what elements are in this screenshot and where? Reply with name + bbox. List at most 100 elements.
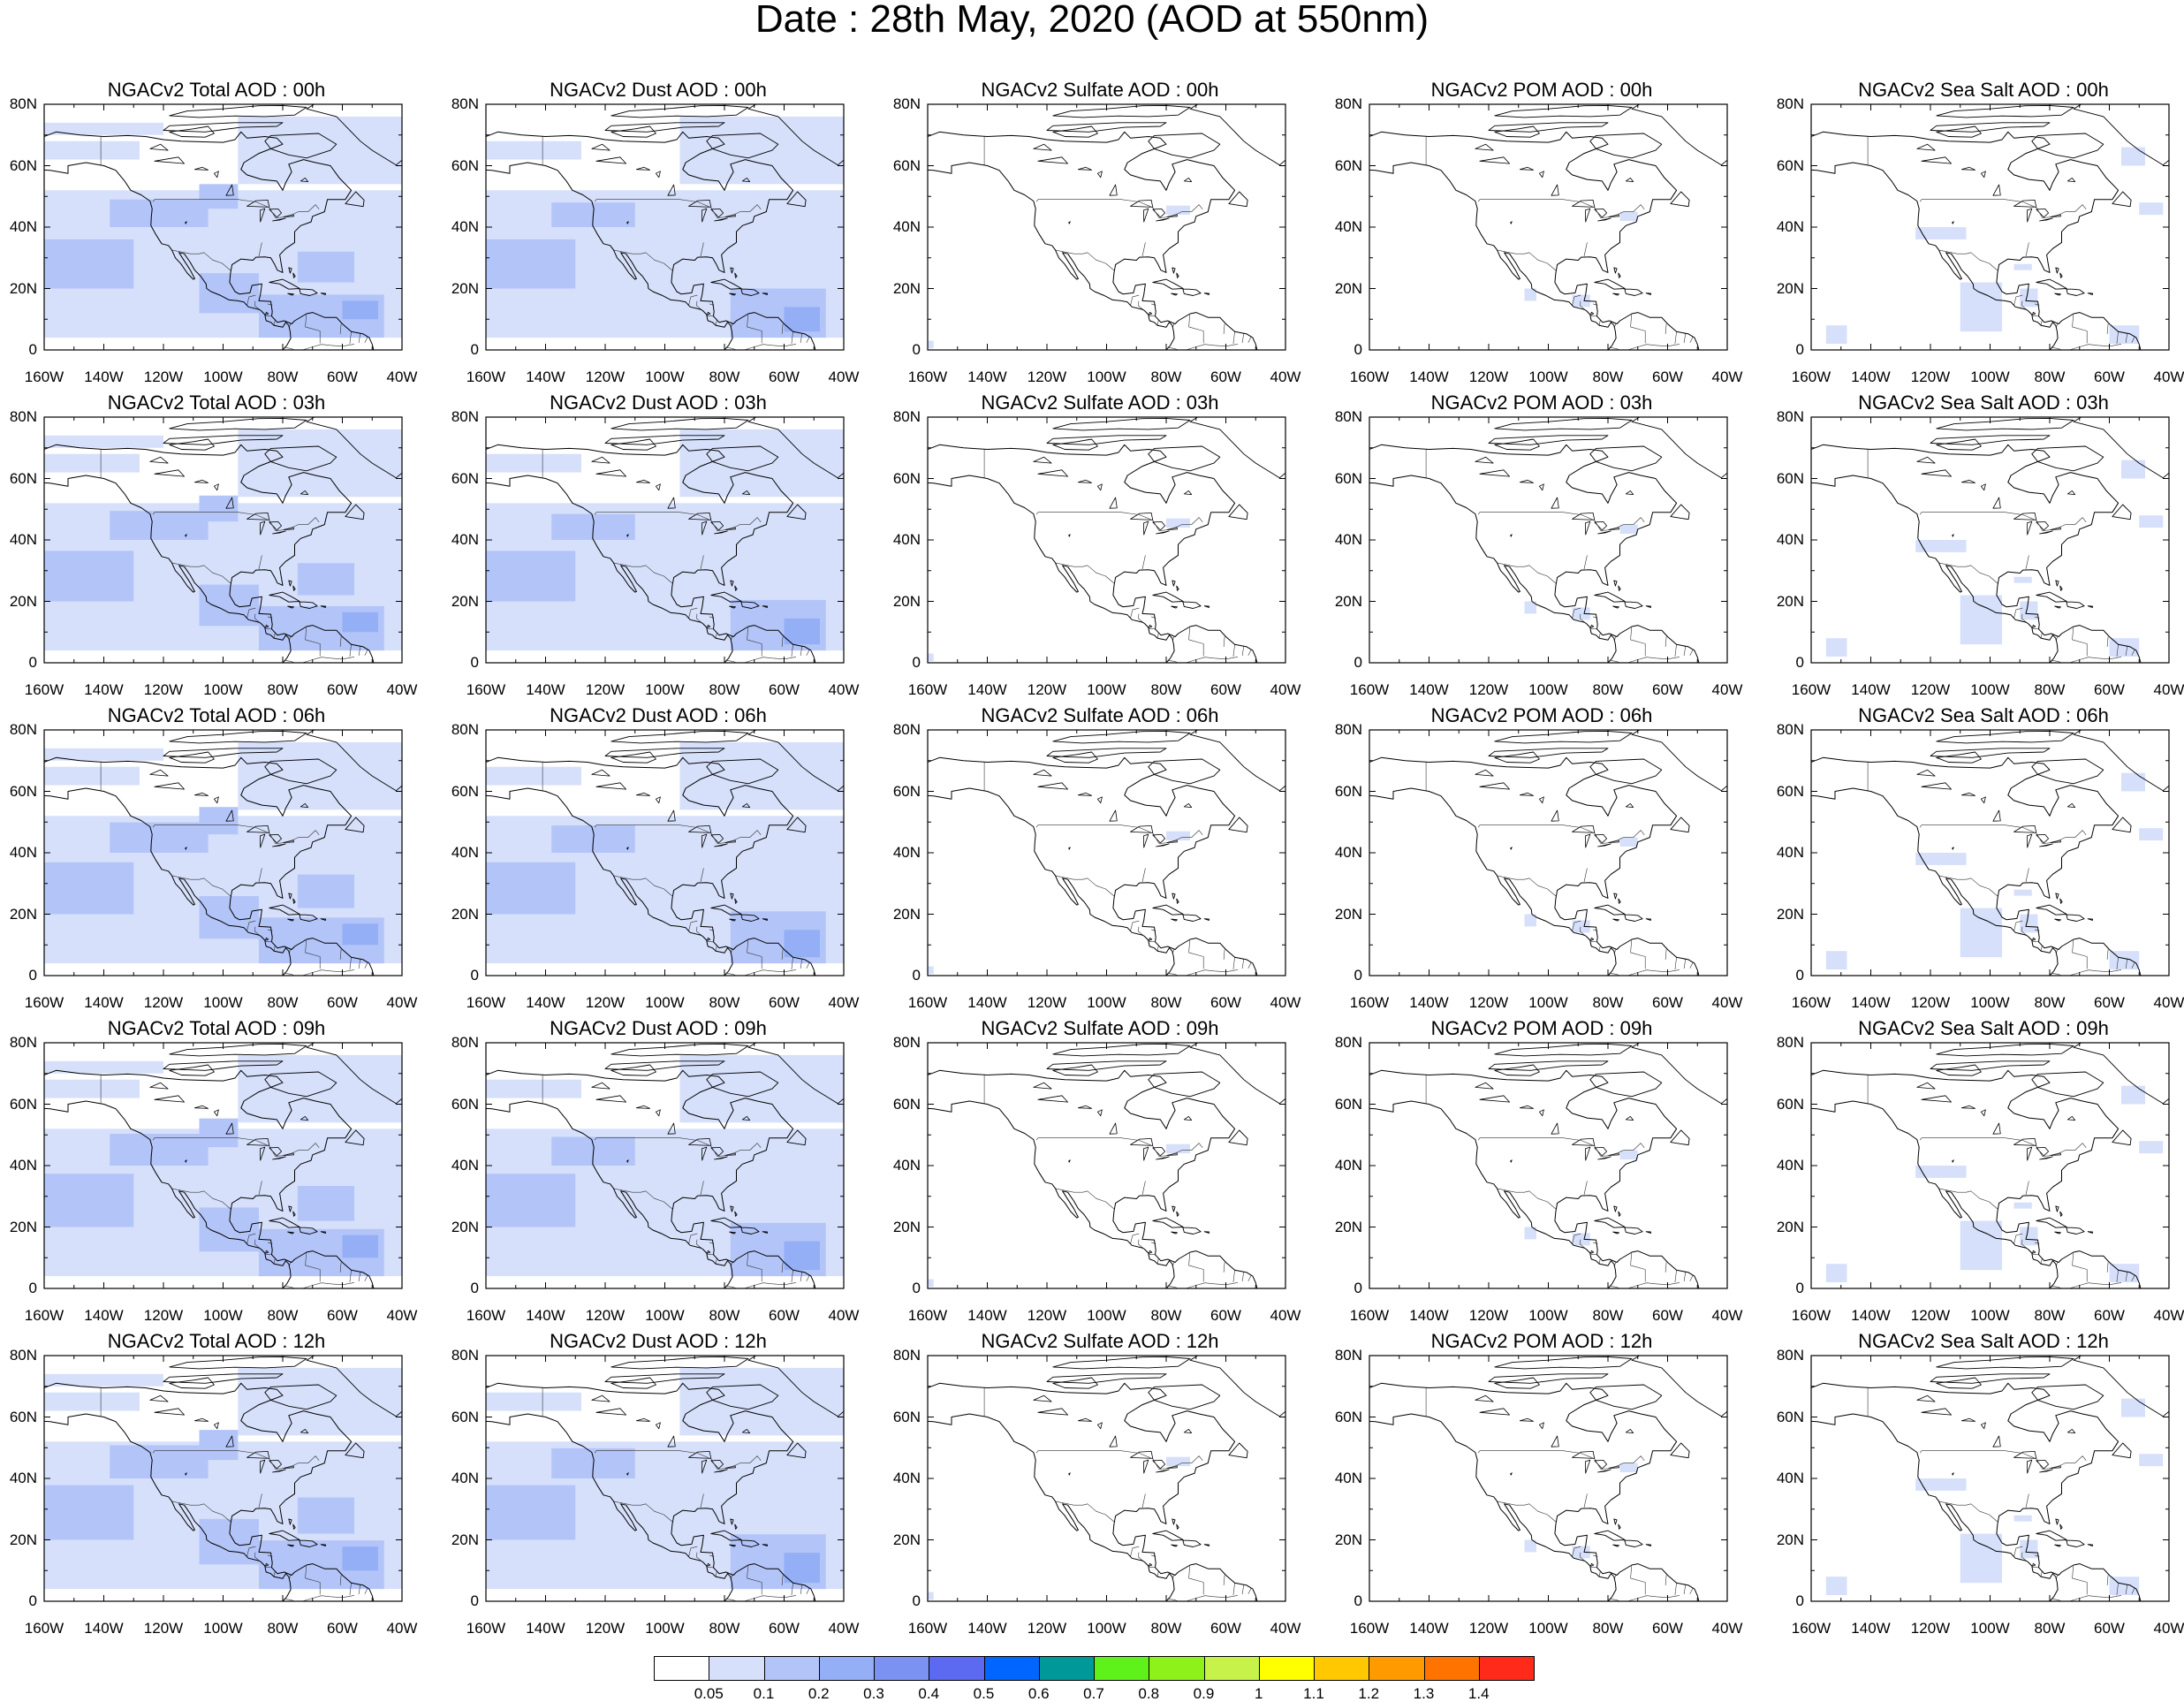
lon-tick-label: 100W <box>203 681 243 698</box>
aod-shade-cell <box>486 816 844 853</box>
aod-shade-cell <box>44 1079 140 1098</box>
lon-tick-label: 80W <box>267 1620 299 1637</box>
lon-tick-label: 100W <box>1087 1620 1126 1637</box>
lon-tick-label: 140W <box>1409 1307 1449 1324</box>
aod-shade-cell <box>2013 263 2032 270</box>
aod-shade-cell <box>199 184 239 209</box>
panel-title: NGACv2 Total AOD : 09h <box>107 1017 326 1039</box>
aod-shade-cell <box>238 1367 402 1436</box>
colorbar-label: 0.1 <box>753 1685 775 1702</box>
aod-shade-cell <box>199 1118 239 1148</box>
lat-tick-label: 0 <box>912 654 921 671</box>
lon-tick-label: 160W <box>24 1307 64 1324</box>
aod-shade-cell <box>1524 601 1536 614</box>
colorbar-swatch <box>1314 1656 1370 1681</box>
lon-tick-label: 60W <box>1652 1307 1683 1324</box>
lon-tick-label: 40W <box>386 994 418 1011</box>
lat-tick-label: 0 <box>470 1280 479 1296</box>
lon-tick-label: 100W <box>1087 1307 1126 1324</box>
map-plot-area <box>1810 1355 2170 1602</box>
aod-shade-cell <box>199 1518 259 1565</box>
panel-title: NGACv2 Sea Salt AOD : 00h <box>1858 79 2109 101</box>
lon-tick-label: 40W <box>1270 681 1301 698</box>
lon-tick-label: 140W <box>84 369 124 385</box>
lon-tick-label: 140W <box>526 994 565 1011</box>
map-panel: NGACv2 Sea Salt AOD : 12h 80N 60N 40N 20N 0 16… <box>1767 1251 2184 1637</box>
aod-shade-cell <box>148 263 176 295</box>
map-panel: NGACv2 Total AOD : 09h 80N 60N 40N 20N 0 160W 1… <box>0 938 442 1324</box>
aod-map <box>485 416 845 664</box>
lat-tick-label: 40N <box>1334 218 1362 235</box>
lat-tick-label: 60N <box>9 1095 37 1113</box>
aod-shade-cell <box>1960 1220 2002 1271</box>
aod-shade-cell <box>486 453 581 473</box>
lat-tick-label: 0 <box>912 1280 921 1296</box>
panel-title: NGACv2 POM AOD : 12h <box>1430 1330 1653 1352</box>
lon-tick-label: 140W <box>967 369 1007 385</box>
lon-tick-label: 120W <box>1468 1307 1509 1324</box>
map-panel: NGACv2 Sulfate AOD : 09h 80N 60N 40N 20N 0 160… <box>883 938 1325 1324</box>
panel-title: NGACv2 Total AOD : 06h <box>107 704 326 726</box>
aod-shade-cell <box>148 889 176 921</box>
lat-tick-label: 20N <box>451 592 479 610</box>
aod-shade-cell <box>486 1392 581 1411</box>
aod-shade-cell <box>486 190 844 227</box>
panel-title: NGACv2 POM AOD : 00h <box>1430 79 1653 101</box>
map-panel: NGACv2 POM AOD : 09h 80N 60N 40N 20N 0 160W 140… <box>1325 938 1767 1324</box>
lat-tick-label: 20N <box>451 1531 479 1548</box>
colorbar-swatch <box>1038 1656 1095 1681</box>
lat-tick-label: 80N <box>1776 721 1804 738</box>
lat-tick-label: 80N <box>892 1034 921 1051</box>
aod-map <box>1810 1355 2170 1602</box>
map-panel: NGACv2 POM AOD : 00h 80N 60N 40N 20N 0 160W 140… <box>1325 0 1767 385</box>
aod-shade-cell <box>110 1134 209 1166</box>
aod-shade-cell <box>44 1060 163 1074</box>
aod-shade-cell <box>1524 914 1536 927</box>
lat-tick-label: 0 <box>470 1592 479 1609</box>
lon-tick-label: 40W <box>1711 369 1743 385</box>
aod-shade-cell <box>2121 772 2145 792</box>
map-panel: NGACv2 Dust AOD : 09h 80N 60N 40N 20N 0 160W 14… <box>442 938 883 1324</box>
aod-shade-cell <box>110 199 209 227</box>
lat-tick-label: 80N <box>892 721 921 738</box>
colorbar <box>654 1656 1535 1683</box>
aod-shade-cell <box>2013 576 2032 583</box>
lon-tick-label: 40W <box>828 1620 860 1637</box>
lat-tick-label: 40N <box>451 1470 479 1486</box>
lat-tick-label: 20N <box>1776 1218 1804 1235</box>
lon-tick-label: 60W <box>1652 681 1683 698</box>
lat-tick-label: 40N <box>9 531 37 548</box>
lon-tick-label: 140W <box>967 1307 1007 1324</box>
lon-tick-label: 140W <box>84 1620 124 1637</box>
lat-tick-label: 0 <box>912 1592 921 1609</box>
lon-tick-label: 120W <box>1468 369 1509 385</box>
aod-shade-cell <box>199 1430 239 1461</box>
lat-tick-label: 20N <box>1334 1531 1362 1548</box>
lon-tick-label: 40W <box>1711 994 1743 1011</box>
lon-tick-label: 160W <box>466 1620 506 1637</box>
lat-tick-label: 80N <box>451 95 479 112</box>
lat-tick-label: 80N <box>451 721 479 738</box>
panel-title: NGACv2 Sulfate AOD : 06h <box>981 704 1219 726</box>
lat-tick-label: 40N <box>892 218 921 235</box>
aod-shade-cell <box>1915 540 1967 552</box>
lon-tick-label: 40W <box>1270 994 1301 1011</box>
lon-tick-label: 80W <box>2034 369 2066 385</box>
aod-shade-cell <box>1166 1456 1190 1467</box>
aod-shade-cell <box>928 1592 934 1600</box>
lat-tick-label: 40N <box>451 1157 479 1174</box>
colorbar-swatch <box>1258 1656 1315 1681</box>
map-frame <box>1369 1355 1728 1602</box>
lon-tick-label: 120W <box>1910 994 1951 1011</box>
lon-tick-label: 80W <box>709 994 740 1011</box>
lon-tick-label: 140W <box>1409 1620 1449 1637</box>
lat-tick-label: 60N <box>1776 1408 1804 1425</box>
map-plot-area <box>43 103 403 351</box>
lon-tick-label: 140W <box>1409 994 1449 1011</box>
aod-shade-cell <box>1619 1463 1638 1473</box>
aod-map <box>43 1355 403 1602</box>
map-plot-area <box>1810 103 2170 351</box>
aod-shade-cell <box>486 141 581 160</box>
lon-tick-label: 140W <box>526 1307 565 1324</box>
lon-tick-label: 80W <box>267 369 299 385</box>
